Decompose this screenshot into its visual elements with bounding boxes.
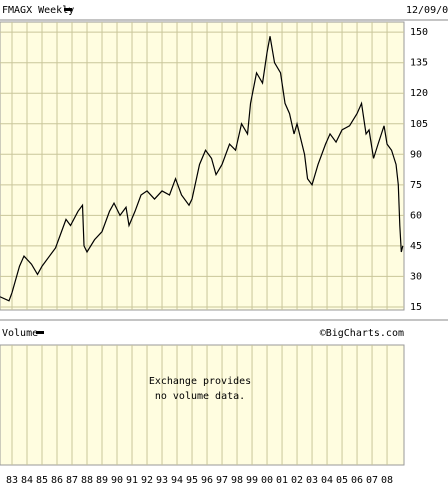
y-tick-label: 90	[410, 149, 422, 160]
price-panel	[0, 21, 405, 311]
x-tick-label: 01	[276, 475, 288, 486]
chart-title: FMAGX Weekly	[2, 5, 74, 16]
x-tick-label: 84	[21, 475, 33, 486]
price-line	[0, 36, 404, 302]
volume-panel	[0, 344, 405, 466]
volume-title: Volume	[2, 328, 38, 339]
y-tick-label: 105	[410, 119, 428, 130]
credit: ©BigCharts.com	[320, 328, 404, 339]
x-tick-label: 91	[126, 475, 138, 486]
x-tick-label: 85	[36, 475, 48, 486]
x-tick-label: 83	[6, 475, 18, 486]
y-tick-label: 30	[410, 271, 422, 282]
x-tick-label: 06	[351, 475, 363, 486]
y-tick-label: 15	[410, 302, 422, 313]
x-tick-label: 05	[336, 475, 348, 486]
x-tick-label: 03	[306, 475, 318, 486]
x-tick-label: 90	[111, 475, 123, 486]
x-tick-label: 88	[81, 475, 93, 486]
x-tick-label: 87	[66, 475, 78, 486]
x-tick-label: 96	[201, 475, 213, 486]
x-tick-label: 98	[231, 475, 243, 486]
y-tick-label: 120	[410, 88, 428, 99]
x-tick-label: 89	[96, 475, 108, 486]
y-tick-label: 45	[410, 241, 422, 252]
x-tick-label: 02	[291, 475, 303, 486]
volume-message: Exchange provides	[149, 376, 251, 387]
menu-icon	[36, 331, 44, 334]
x-tick-label: 08	[381, 475, 393, 486]
y-tick-label: 150	[410, 27, 428, 38]
y-tick-label: 60	[410, 210, 422, 221]
x-tick-label: 95	[186, 475, 198, 486]
x-tick-label: 97	[216, 475, 228, 486]
x-tick-label: 92	[141, 475, 153, 486]
date-label: 12/09/08	[406, 5, 448, 16]
y-tick-label: 135	[410, 58, 428, 69]
x-tick-label: 93	[156, 475, 168, 486]
x-tick-label: 07	[366, 475, 378, 486]
x-tick-label: 86	[51, 475, 63, 486]
x-tick-label: 99	[246, 475, 258, 486]
y-tick-label: 75	[410, 180, 422, 191]
volume-message: no volume data.	[155, 391, 245, 402]
menu-icon	[64, 8, 72, 11]
x-tick-label: 00	[261, 475, 273, 486]
x-tick-label: 04	[321, 475, 333, 486]
grid	[0, 22, 404, 465]
x-tick-label: 94	[171, 475, 183, 486]
